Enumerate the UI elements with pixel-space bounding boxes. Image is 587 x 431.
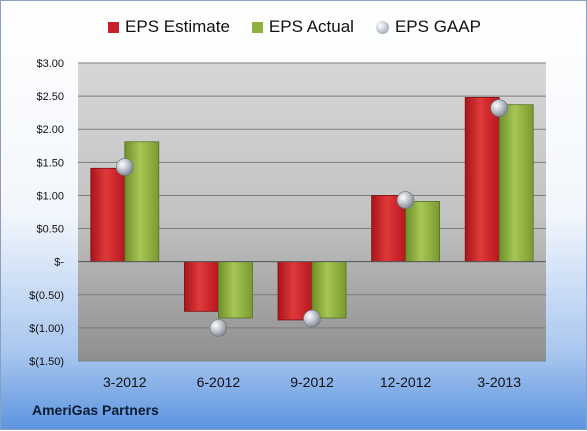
legend-swatch-gaap bbox=[375, 20, 389, 34]
y-tick-label: $2.50 bbox=[36, 91, 64, 103]
bar-eps-estimate bbox=[183, 261, 219, 312]
bar-eps-actual bbox=[311, 261, 347, 319]
y-tick-label: $3.00 bbox=[36, 58, 64, 70]
bar-eps-estimate bbox=[277, 261, 313, 321]
legend-swatch-estimate bbox=[108, 21, 120, 33]
bar-eps-actual bbox=[405, 201, 441, 263]
bar-eps-actual bbox=[124, 141, 160, 263]
bar-eps-actual bbox=[217, 261, 253, 319]
marker-eps-gaap bbox=[209, 319, 228, 337]
y-tick-label: $(1.00) bbox=[29, 323, 64, 335]
y-tick-label: $- bbox=[54, 257, 64, 269]
legend-item-gaap: EPS GAAP bbox=[375, 17, 481, 37]
legend-label-estimate: EPS Estimate bbox=[125, 17, 230, 36]
x-category-label: 3-2012 bbox=[103, 374, 147, 390]
bar-eps-estimate bbox=[90, 167, 126, 263]
marker-eps-gaap bbox=[116, 158, 134, 176]
y-tick-label: $0.50 bbox=[36, 224, 64, 236]
y-tick-label: $1.00 bbox=[36, 190, 64, 202]
legend-swatch-actual bbox=[251, 21, 263, 33]
x-category-label: 9-2012 bbox=[290, 374, 334, 390]
y-tick-label: $1.50 bbox=[36, 157, 64, 169]
legend-label-gaap: EPS GAAP bbox=[394, 17, 481, 36]
y-tick-label: $(1.50) bbox=[29, 356, 64, 368]
legend-item-estimate: EPS Estimate bbox=[108, 17, 230, 37]
company-name: AmeriGas Partners bbox=[32, 402, 159, 418]
x-category-label: 6-2012 bbox=[197, 374, 241, 390]
y-tick-label: $(0.50) bbox=[29, 290, 64, 302]
x-category-label: 3-2013 bbox=[477, 374, 521, 390]
bar-eps-actual bbox=[498, 104, 534, 263]
y-tick-label: $2.00 bbox=[36, 124, 64, 136]
bar-eps-estimate bbox=[464, 97, 500, 263]
x-category-label: 12-2012 bbox=[380, 374, 432, 390]
legend-label-actual: EPS Actual bbox=[268, 17, 354, 36]
legend-item-actual: EPS Actual bbox=[251, 17, 354, 37]
legend: EPS Estimate EPS Actual EPS GAAP bbox=[1, 17, 587, 37]
marker-eps-gaap bbox=[490, 99, 509, 117]
marker-eps-gaap bbox=[396, 191, 415, 209]
marker-eps-gaap bbox=[303, 309, 321, 328]
